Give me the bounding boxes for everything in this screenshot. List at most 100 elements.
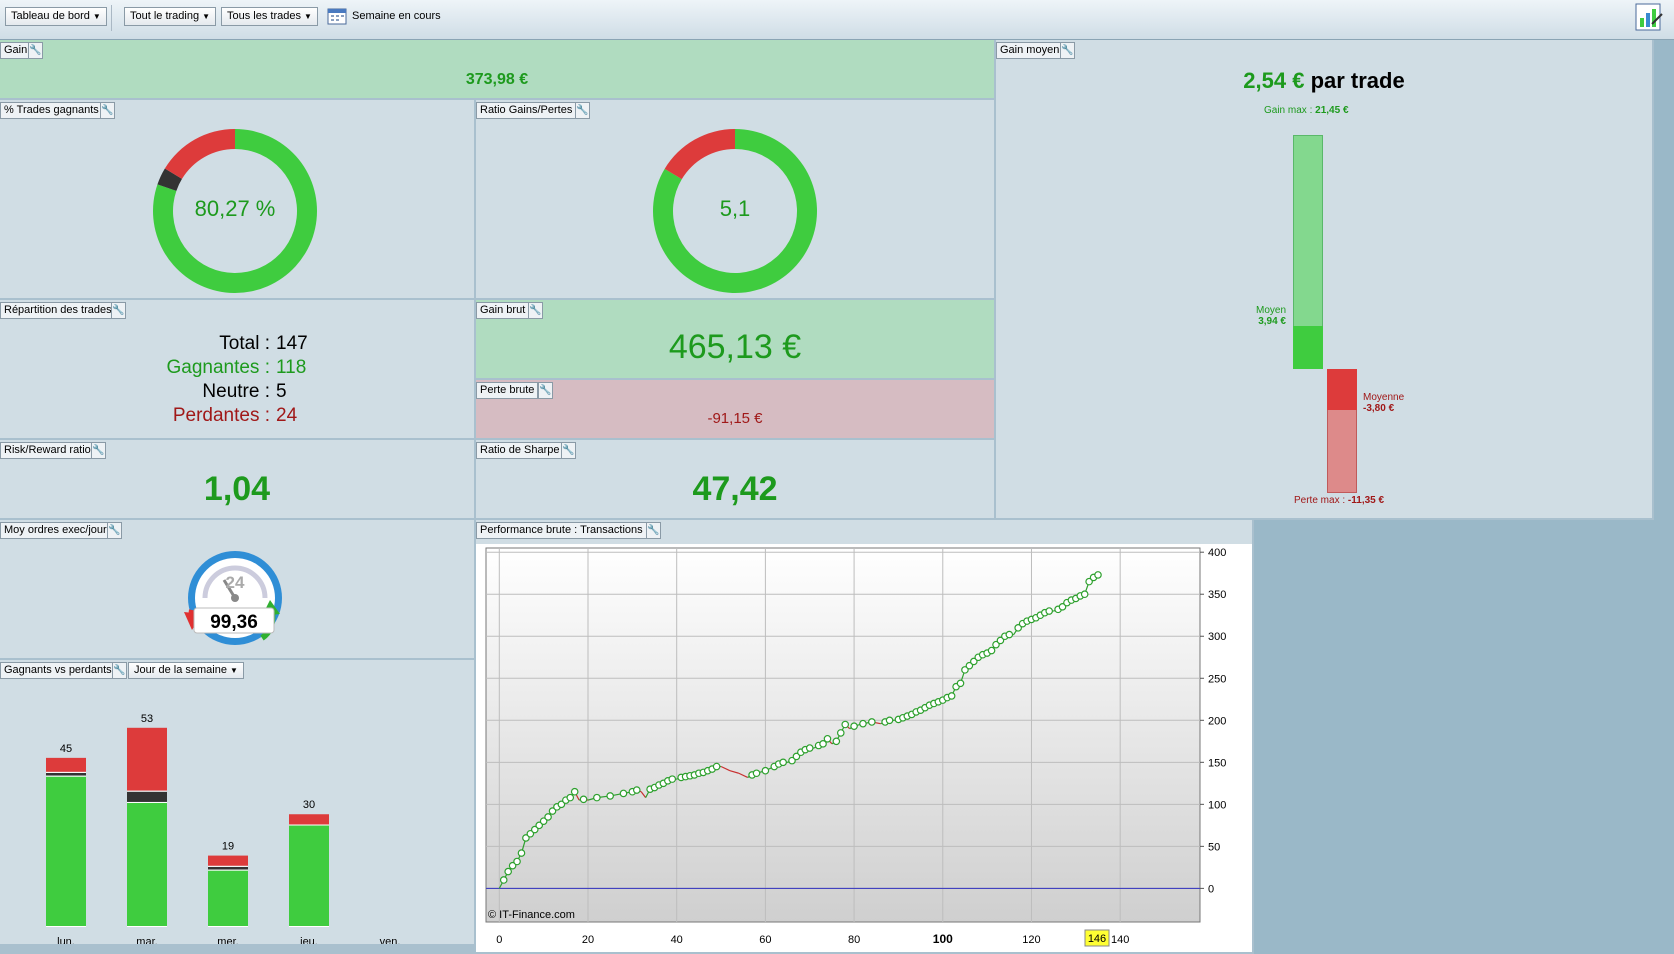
perf-point [593, 793, 601, 802]
perf-point [557, 800, 566, 809]
neutral-label: Neutre : [202, 381, 270, 402]
perf-point [947, 692, 956, 700]
perf-point [566, 793, 575, 802]
period-label: Semaine en cours [352, 10, 441, 22]
perf-x-tick-label: 0 [496, 934, 502, 946]
wrench-icon[interactable]: 🔧 [28, 42, 43, 59]
loss-avg-bar [1327, 369, 1357, 411]
perf-point [761, 766, 770, 775]
gain-moyen-title: Gain moyen [996, 42, 1064, 59]
perte-max-caption: Perte max : -11,35 € [1294, 495, 1384, 506]
perf-point [788, 756, 796, 765]
perte-max-label: Perte max : [1294, 495, 1346, 506]
perf-point [792, 752, 801, 761]
calendar-icon [327, 8, 347, 25]
gvp-bar-gap [46, 775, 86, 777]
perf-point [970, 657, 978, 666]
wrench-icon[interactable]: 🔧 [100, 102, 115, 119]
gvp-bar-gap [208, 869, 248, 871]
moyen-value: 3,94 € [1258, 316, 1286, 327]
perte-brute-value: -91,15 € [707, 410, 763, 427]
dashboard-dropdown[interactable]: Tableau de bord ▼ [5, 7, 107, 26]
perf-y-tick-label: 100 [1208, 799, 1226, 811]
orders-panel: Moy ordres exec/jour 🔧 24 99,36 [0, 520, 476, 660]
orders-dial-label: 24 [226, 573, 245, 592]
winners-label: Gagnantes : [166, 357, 270, 378]
gain-max-caption: Gain max : 21,45 € [1264, 105, 1349, 116]
moyenne-label: Moyenne [1363, 392, 1405, 403]
gain-max-value: 21,45 € [1315, 105, 1349, 116]
gvp-period-dropdown[interactable]: Jour de la semaine ▼ [128, 662, 244, 679]
pct-trades-value: 80,27 % [194, 196, 276, 221]
gvp-total-label: 19 [222, 841, 234, 853]
perf-point [965, 661, 974, 670]
perf-point [868, 718, 876, 726]
chevron-down-icon: ▼ [92, 12, 101, 21]
dashboard-dropdown-label: Tableau de bord [11, 10, 90, 22]
perf-y-tick-label: 400 [1208, 547, 1226, 559]
moyenne-value: -3,80 € [1363, 403, 1395, 414]
chevron-down-icon: ▼ [229, 666, 238, 675]
gvp-bar-jeu-0 [289, 825, 329, 926]
perf-point [987, 646, 996, 655]
gvp-bar-mar-0 [127, 802, 167, 926]
gvp-bar-gap [46, 926, 86, 927]
gvp-bar-lun-1 [46, 772, 86, 776]
perf-y-tick-label: 0 [1208, 883, 1214, 895]
wrench-icon[interactable]: 🔧 [528, 302, 543, 319]
perf-point [841, 720, 850, 729]
neutral-value: 5 [276, 381, 287, 402]
trading-dropdown[interactable]: Tout le trading ▼ [124, 7, 217, 26]
rr-title: Risk/Reward ratio [0, 442, 95, 459]
toolbar: Tableau de bord ▼ Tout le trading ▼ Tous l… [0, 0, 1674, 40]
moyen-caption: Moyen 3,94 € [1254, 305, 1286, 327]
losers-value: 24 [276, 405, 298, 426]
perf-point [819, 740, 827, 748]
gain-panel: Gain 🔧 373,98 € [0, 40, 996, 100]
gain-moyen-value: 2,54 € [1243, 68, 1305, 93]
gvp-bar-lun-0 [46, 776, 86, 926]
perf-x-highlight-box [1084, 929, 1110, 947]
gvp-bar-mer-0 [208, 870, 248, 926]
total-value: 147 [276, 333, 308, 354]
pct-trades-donut [153, 129, 317, 293]
wrench-icon[interactable]: 🔧 [111, 302, 126, 319]
perf-point [1058, 603, 1067, 611]
trades-dropdown[interactable]: Tous les trades ▼ [221, 7, 318, 26]
orders-title: Moy ordres exec/jour [0, 522, 111, 539]
wrench-icon[interactable]: 🔧 [91, 442, 106, 459]
wrench-icon[interactable]: 🔧 [575, 102, 590, 119]
period-selector[interactable]: Semaine en cours [327, 5, 477, 27]
ratio-gp-panel: Ratio Gains/Pertes 🔧 5,1 [476, 100, 996, 300]
perf-point [1014, 624, 1022, 632]
perf-x-tick-label: 140 [1111, 934, 1129, 946]
gvp-bar-mar-1 [127, 791, 167, 802]
winners-value: 118 [276, 357, 307, 378]
repartition-total-row: Total : 147 [0, 332, 476, 356]
chart-report-icon[interactable] [1634, 2, 1664, 33]
wrench-icon[interactable]: 🔧 [107, 522, 122, 539]
perf-title: Performance brute : Transactions [476, 522, 647, 539]
perf-point [885, 716, 894, 725]
perf-y-tick-label: 50 [1208, 841, 1220, 853]
perf-y-tick-label: 350 [1208, 589, 1226, 601]
gvp-bar-mer-2 [208, 855, 248, 866]
gain-title: Gain [0, 42, 32, 59]
repartition-neutral-row: Neutre : 5 [0, 380, 476, 404]
perf-x-tick-label: 120 [1022, 934, 1040, 946]
wrench-icon[interactable]: 🔧 [561, 442, 576, 459]
wrench-icon[interactable]: 🔧 [646, 522, 661, 539]
ratio-gp-donut [653, 129, 817, 293]
wrench-icon[interactable]: 🔧 [1060, 42, 1075, 59]
wrench-icon[interactable]: 🔧 [538, 382, 553, 399]
trades-dropdown-label: Tous les trades [227, 10, 301, 22]
perf-point [992, 640, 1000, 649]
gvp-total-label: 30 [303, 799, 315, 811]
perf-point [499, 876, 508, 884]
gvp-bar-lun-2 [46, 757, 86, 772]
chevron-down-icon: ▼ [303, 12, 312, 21]
wrench-icon[interactable]: 🔧 [112, 662, 127, 679]
gvp-scrollbar [0, 944, 474, 952]
perf-y-tick-label: 300 [1208, 631, 1226, 643]
orders-gauge-icon: 24 99,36 [184, 551, 282, 645]
